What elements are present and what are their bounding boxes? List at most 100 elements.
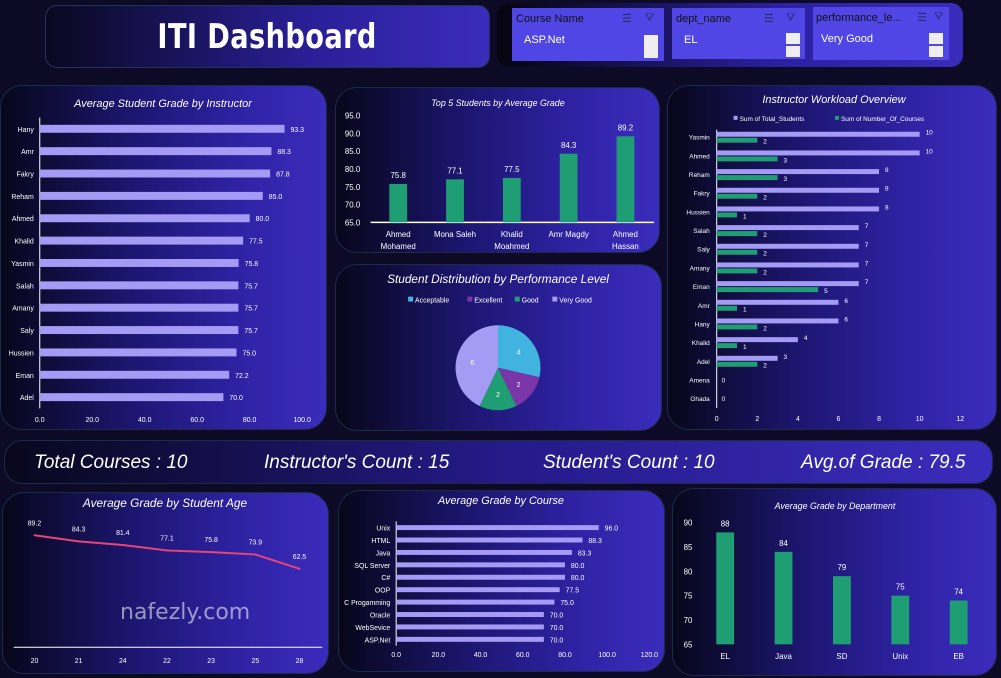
pie-slice (455, 325, 499, 407)
multi-select-icon[interactable]: ☰ (917, 12, 927, 24)
x-tick-label: 28 (296, 658, 304, 665)
legend-label: Acceptable (415, 298, 449, 305)
legend-swatch (467, 296, 473, 302)
slicer-course-name[interactable]: Course Name ☰ ⛛ ASP.Net (512, 8, 664, 61)
x-tick-label: 100.0 (293, 417, 311, 424)
category-label: Ahmed (386, 230, 411, 239)
clear-filter-icon[interactable]: ⛛ (934, 11, 944, 23)
x-tick-label: 2 (755, 416, 759, 423)
data-label: 77.5 (566, 588, 580, 595)
category-label: Mohamed (381, 242, 416, 251)
category-label: Mona Saleh (434, 230, 476, 239)
data-point (33, 534, 36, 537)
category-label: Reham (11, 194, 34, 201)
bar (949, 600, 968, 645)
slicer-item[interactable]: Very Good (821, 33, 873, 45)
scrollbar-down[interactable] (786, 46, 800, 57)
multi-select-icon[interactable]: ☰ (764, 13, 774, 25)
data-label: 93.3 (291, 127, 305, 134)
bar (716, 131, 920, 137)
legend-swatch (834, 115, 839, 120)
data-label: 70.0 (229, 395, 243, 402)
scrollbar-up[interactable] (786, 33, 800, 44)
data-label: 84.3 (561, 141, 577, 150)
bar (39, 281, 239, 290)
clear-filter-icon[interactable]: ⛛ (786, 12, 796, 24)
category-label: SD (836, 652, 847, 661)
data-label: 4 (804, 335, 808, 342)
data-label: 84.3 (72, 527, 86, 534)
data-label: 74 (954, 588, 963, 597)
bar (396, 587, 560, 593)
data-label: 0 (722, 396, 726, 403)
bar (716, 318, 839, 324)
bar (716, 206, 880, 212)
data-label: 75 (896, 583, 905, 592)
slicer-item[interactable]: EL (684, 34, 698, 46)
category-label: Ahmed (689, 153, 710, 160)
legend-swatch (408, 296, 414, 302)
data-label: 6 (844, 298, 848, 305)
data-label: 3 (784, 176, 788, 183)
bar (39, 214, 250, 223)
scrollbar-up[interactable] (929, 33, 943, 44)
bar (396, 525, 599, 531)
category-label: C Progamming (344, 600, 390, 607)
bar (716, 532, 735, 645)
data-label: 1 (743, 307, 747, 314)
category-label: Salah (16, 283, 34, 290)
bar (396, 599, 555, 605)
data-label: 88.3 (277, 149, 291, 156)
scrollbar[interactable] (644, 35, 658, 58)
pie-slice (498, 325, 541, 378)
category-label: Salah (693, 228, 710, 235)
x-tick-label: 80.0 (558, 652, 572, 659)
x-tick-label: 8 (877, 416, 881, 423)
bar (389, 183, 408, 223)
y-tick-label: 65.0 (345, 218, 361, 227)
category-label: Hassan (612, 242, 639, 251)
data-label: 10 (926, 130, 934, 137)
category-label: Yasmin (11, 261, 34, 268)
category-label: Saly (20, 328, 34, 335)
data-label: 3 (784, 157, 788, 164)
chart-grade-by-age: Average Grade by Student Age 89.2 20 84.3 21… (2, 492, 329, 674)
slicer-performance-level[interactable]: performance_le... ☰ ⛛ Very Good (813, 7, 949, 60)
data-label: 2 (763, 363, 767, 370)
x-tick-label: 20 (31, 658, 39, 665)
slicer-item[interactable]: ASP.Net (524, 34, 565, 46)
category-label: Eman (693, 284, 710, 291)
chart-title: Average Student Grade by Instructor (73, 98, 252, 110)
bar (716, 305, 737, 311)
category-label: Khalid (15, 239, 34, 246)
category-label: Moahmed (494, 242, 529, 251)
scrollbar-down[interactable] (929, 46, 943, 57)
data-label: 73.9 (249, 540, 263, 547)
data-point (121, 544, 124, 547)
slicer-dept-name[interactable]: dept_name ☰ ⛛ EL (672, 8, 805, 59)
category-label: Reham (689, 172, 710, 179)
data-label: 4 (517, 349, 521, 356)
data-label: 2 (763, 325, 767, 332)
data-label: 88 (721, 519, 730, 528)
category-label: Ghada (690, 396, 710, 403)
multi-select-icon[interactable]: ☰ (622, 13, 632, 25)
page-title: ITI Dashboard (157, 16, 378, 57)
chart-title: Top 5 Students by Average Grade (431, 98, 564, 108)
data-label: 75.0 (560, 600, 574, 607)
category-label: Amr (21, 149, 34, 156)
bar (616, 136, 635, 223)
data-point (210, 551, 213, 554)
clear-filter-icon[interactable]: ⛛ (645, 12, 655, 24)
data-label: 2 (517, 382, 521, 389)
data-label: 89.2 (28, 520, 42, 527)
bar (396, 537, 583, 543)
category-label: Ahmed (12, 216, 34, 223)
x-tick-label: 0 (715, 416, 719, 423)
category-label: HTML (371, 538, 390, 545)
chart-grade-by-department: Average Grade by Department 65 70 75 80 85 90 8… (672, 488, 997, 676)
data-label: 75.8 (245, 261, 259, 268)
category-label: Eman (16, 373, 34, 380)
x-tick-label: 6 (837, 416, 841, 423)
legend-label: Sum of Total_Students (740, 116, 805, 123)
